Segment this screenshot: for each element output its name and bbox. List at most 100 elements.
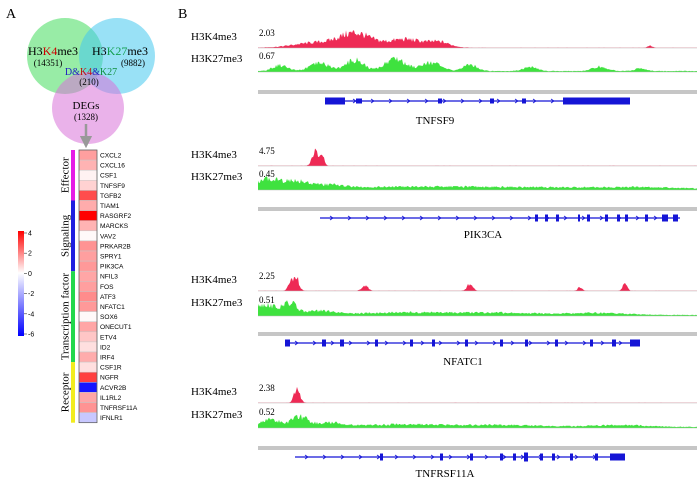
gene-model-exon <box>578 214 580 222</box>
gene-model-exon <box>595 453 598 461</box>
gene-label: NFATC1 <box>100 304 125 311</box>
venn-left-count: (14351) <box>34 58 63 68</box>
track-label-h3k27me3: H3K27me3 <box>191 171 243 183</box>
strand-arrow <box>564 340 569 346</box>
gene-name: TNFRSF11A <box>416 468 475 480</box>
gene-model-exon <box>563 97 630 105</box>
heatmap-cell <box>78 382 98 393</box>
venn-right-count: (9882) <box>121 58 145 68</box>
heatmap-border <box>78 149 98 424</box>
gene-model-exon <box>617 214 620 222</box>
group-bar-2 <box>71 271 75 363</box>
gene-model-exon <box>470 453 473 461</box>
group-bar-3 <box>71 362 75 423</box>
strand-arrow <box>419 215 424 221</box>
h3k27me3-signal <box>258 414 697 428</box>
gene-model-exon <box>605 214 608 222</box>
venn-center-count: (210) <box>79 77 99 87</box>
gene-model-exon <box>535 214 538 222</box>
gene-label: CSF1R <box>100 365 122 372</box>
gene-model-exon <box>410 339 413 347</box>
gene-label: IL1RL2 <box>100 395 122 402</box>
heatmap-cell <box>78 412 98 423</box>
strand-arrow <box>366 340 371 346</box>
colorbar-gradient <box>18 231 24 336</box>
heatmap-cell <box>78 210 98 221</box>
gene-label: NGFR <box>100 375 119 382</box>
h3k27me3-signal <box>258 300 697 316</box>
strand-arrow <box>294 340 299 346</box>
gene-model-exon <box>545 214 548 222</box>
colorbar-tick-label: -4 <box>28 311 34 318</box>
h3k27me3-signal <box>258 175 697 190</box>
heatmap-cell <box>78 341 98 353</box>
strand-arrow <box>401 215 406 221</box>
gene-model-exon <box>432 339 435 347</box>
strand-arrow <box>653 215 658 221</box>
venn-circle-degs <box>52 72 124 144</box>
gene-label: FOS <box>100 284 114 291</box>
gene-label: PIK3CA <box>100 264 124 271</box>
strand-arrow <box>304 454 309 460</box>
gene-model-exon <box>513 453 516 461</box>
colorbar: 4 2 0 -2 -4 -6 <box>18 231 34 339</box>
strand-arrow <box>599 215 604 221</box>
h3k4me3-signal <box>258 386 697 403</box>
colorbar-tick-label: 4 <box>28 231 32 238</box>
strand-arrow <box>329 215 334 221</box>
strand-arrow <box>563 215 568 221</box>
track-max-h3k27me3: 0.67 <box>259 51 275 61</box>
colorbar-ticks: 4 2 0 -2 -4 -6 <box>24 231 34 339</box>
heatmap-cell <box>78 220 98 232</box>
gene-name: PIK3CA <box>464 229 503 241</box>
gene-model-exon <box>525 339 528 347</box>
strand-arrow <box>430 454 435 460</box>
strand-arrow <box>460 98 465 104</box>
strand-arrow <box>514 98 519 104</box>
strand-arrow <box>347 215 352 221</box>
strand-arrow <box>574 454 579 460</box>
gene-model-exon <box>356 98 362 104</box>
heatmap-cell <box>78 230 98 242</box>
strand-arrow <box>442 98 447 104</box>
gene-model-exon <box>662 214 668 222</box>
strand-arrow <box>438 340 443 346</box>
strand-arrow <box>322 454 327 460</box>
gene-model-exon <box>340 339 344 347</box>
track-label-h3k27me3: H3K27me3 <box>191 297 243 309</box>
gene-label: IFNLR1 <box>100 415 123 422</box>
heatmap-cell <box>78 159 98 171</box>
strand-arrow <box>384 340 389 346</box>
colorbar-tick-label: 0 <box>28 271 32 278</box>
strand-arrow <box>388 98 393 104</box>
heatmap-cell <box>78 392 98 403</box>
gene-model-exon <box>555 339 558 347</box>
genome-tracks: H3K4me3 H3K27me3 2.03 0.67 TNFSF9 H3K4me3 H3K2… <box>191 28 697 480</box>
heatmap-cell <box>78 250 98 262</box>
heatmap: Effector Signaling Transcription factor Rec… <box>60 149 138 424</box>
strand-arrow <box>509 215 514 221</box>
strand-arrow <box>348 340 353 346</box>
strand-arrow <box>496 98 501 104</box>
strand-arrow <box>340 454 345 460</box>
gene-model-exon <box>540 453 543 461</box>
strand-arrow <box>456 340 461 346</box>
strand-arrow <box>412 454 417 460</box>
venn-diagram: H3K4me3 (14351) H3K27me3 (9882) D&K4&K27… <box>27 18 155 149</box>
heatmap-cell <box>78 240 98 252</box>
heatmap-cell <box>78 361 98 373</box>
strand-arrow <box>484 454 489 460</box>
heatmap-cell <box>78 169 98 181</box>
track-max-h3k27me3: 0.45 <box>259 169 275 179</box>
heatmap-cell <box>78 351 98 363</box>
strand-arrow <box>365 215 370 221</box>
group-label: Receptor <box>60 372 72 412</box>
venn-left-label: H3K4me3 <box>28 44 78 58</box>
strand-arrow <box>330 340 335 346</box>
group-label: Signaling <box>60 214 72 257</box>
gene-model-exon <box>500 339 503 347</box>
h3k4me3-signal <box>258 277 697 291</box>
strand-arrow <box>502 454 507 460</box>
gene-label: RASGRF2 <box>100 213 131 220</box>
